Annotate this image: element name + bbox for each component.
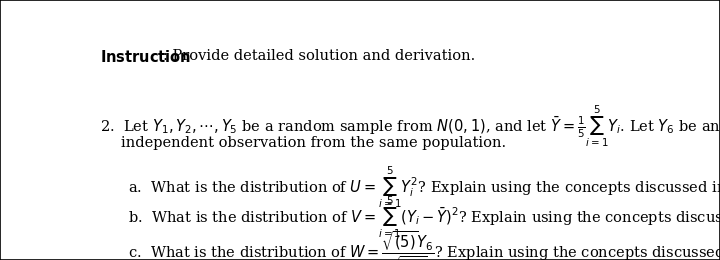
Text: b.  What is the distribution of $V = \sum_{i=1}^{5}(Y_i - \bar{Y})^2$? Explain u: b. What is the distribution of $V = \sum… [128, 194, 720, 240]
Text: $\mathbf{Instruction}$: $\mathbf{Instruction}$ [100, 49, 192, 65]
Text: c.  What is the distribution of $W = \dfrac{\sqrt{(5)}Y_6}{\sqrt{(U)}}$? Explain: c. What is the distribution of $W = \dfr… [128, 229, 720, 260]
Text: : Provide detailed solution and derivation.: : Provide detailed solution and derivati… [163, 49, 474, 63]
Text: independent observation from the same population.: independent observation from the same po… [121, 136, 506, 150]
Text: 2.  Let $Y_1, Y_2, \cdots, Y_5$ be a random sample from $N(0,1)$, and let $\bar{: 2. Let $Y_1, Y_2, \cdots, Y_5$ be a rand… [100, 103, 720, 148]
Text: a.  What is the distribution of $U = \sum_{i=1}^{5} Y_i^2$? Explain using the co: a. What is the distribution of $U = \sum… [128, 164, 720, 210]
